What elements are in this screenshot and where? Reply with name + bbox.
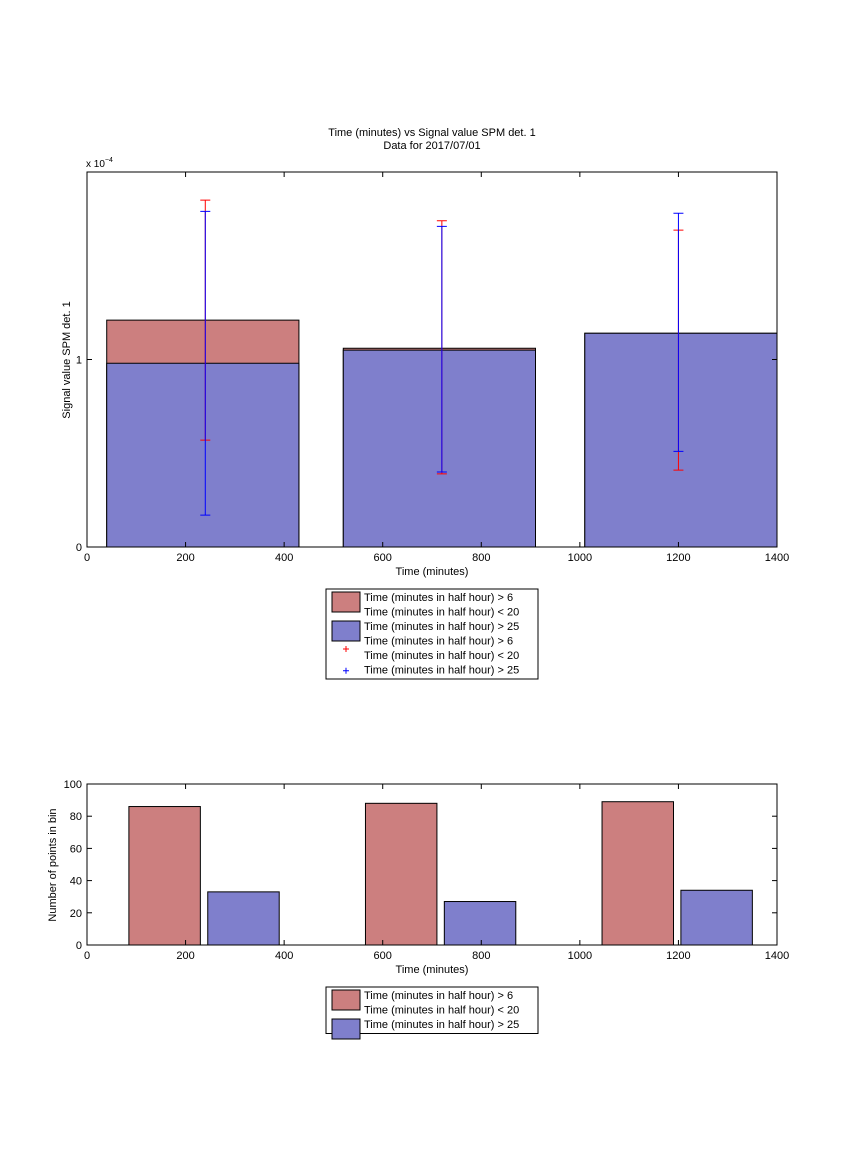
bar-series-2 [207,891,280,946]
x-tick-label: 200 [176,552,194,564]
legend-label: Time (minutes in half hour) < 20 [364,607,519,619]
x-tick-label: 600 [374,950,392,962]
x-ticks: 0 200 400 600 800 1000 1200 1400 [84,172,789,564]
legend-label: Time (minutes in half hour) > 25 [364,1019,519,1031]
y-axis-label: Signal value SPM det. 1 [61,301,73,418]
errorbar-group [200,199,684,516]
axes-frame [86,783,778,946]
y-axis-label: Number of points in bin [47,808,59,921]
x-tick-label: 1400 [765,950,789,962]
x-tick-label: 400 [275,950,293,962]
legend-label: Time (minutes in half hour) > 6 [364,636,513,648]
bar-series-2 [680,889,753,946]
x-tick-label: 1000 [568,552,592,564]
chart-subtitle: Data for 2017/07/01 [383,140,480,152]
x-axis-label: Time (minutes) [396,566,469,578]
x-tick-label: 1200 [666,950,690,962]
legend-label: Time (minutes in half hour) > 25 [364,621,519,633]
legend: Time (minutes in half hour) > 6 Time (min… [325,986,539,1040]
legend-label: Time (minutes in half hour) < 20 [364,650,519,662]
x-tick-label: 400 [275,552,293,564]
y-tick-label: 0 [76,940,82,952]
bar-series-2 [443,901,517,946]
y-tick-label: 80 [70,811,82,823]
legend-label: Time (minutes in half hour) > 6 [364,990,513,1002]
legend-box [325,986,539,1034]
legend-swatch [331,1018,361,1040]
x-tick-label: 200 [176,950,194,962]
bar-series-2 [342,349,536,548]
count-chart: 0 200 400 600 800 1000 1200 1400 0 20 40 60 80 100 T… [47,779,789,1040]
x-tick-label: 0 [84,552,90,564]
x-tick-label: 600 [374,552,392,564]
y-tick-label: 20 [70,908,82,920]
x-tick-label: 1000 [568,950,592,962]
x-tick-label: 1400 [765,552,789,564]
x-tick-label: 800 [472,950,490,962]
bar-series-1 [128,806,201,946]
x-tick-label: 1200 [666,552,690,564]
x-tick-label: 0 [84,950,90,962]
bar-series-2 [106,362,300,548]
legend-label: Time (minutes in half hour) > 6 [364,592,513,604]
y-tick-label: 0 [76,542,82,554]
bar-group [106,319,778,548]
bar-series-2 [584,332,778,548]
x-axis-label: Time (minutes) [396,964,469,976]
bar-series-1 [601,801,674,946]
legend-swatch [331,620,361,642]
y-tick-label: 60 [70,843,82,855]
x-ticks: 0 200 400 600 800 1000 1200 1400 [84,784,789,962]
y-ticks: 01 [76,355,777,554]
legend-swatch [331,591,361,613]
chart-title: Time (minutes) vs Signal value SPM det. … [328,127,535,139]
legend-swatch [331,989,361,1011]
legend-box [325,588,539,680]
y-tick-label: 100 [64,779,82,791]
y-tick-label: 40 [70,876,82,888]
bar-group [128,801,753,946]
signal-chart: Time (minutes) vs Signal value SPM det. … [61,127,789,680]
legend: Time (minutes in half hour) > 6 Time (min… [325,588,539,680]
legend-label: Time (minutes in half hour) < 20 [364,1005,519,1017]
y-scale-label: x 10−4 [86,157,113,170]
x-tick-label: 800 [472,552,490,564]
legend-label: Time (minutes in half hour) > 25 [364,665,519,677]
bar-series-1 [364,802,438,946]
y-tick-label: 1 [76,355,82,367]
y-ticks: 0 20 40 60 80 100 [64,779,777,952]
